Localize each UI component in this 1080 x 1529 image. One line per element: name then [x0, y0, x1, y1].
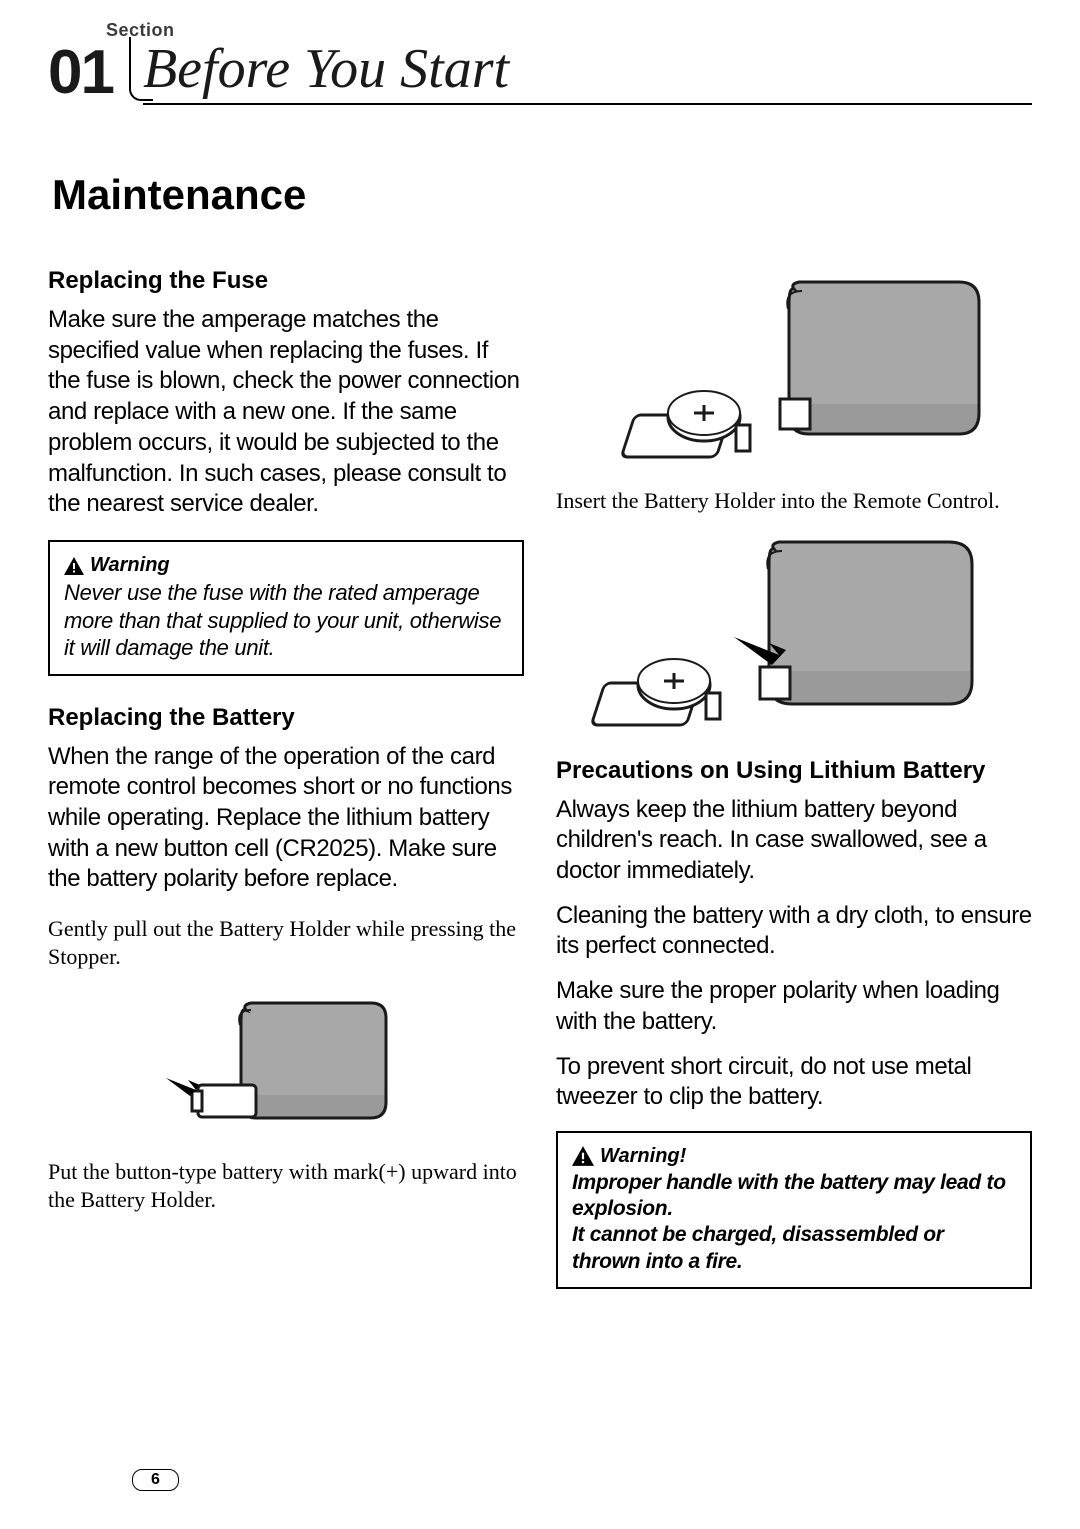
warning2-title-text: Warning! [600, 1145, 686, 1168]
left-column: Replacing the Fuse Make sure the amperag… [48, 267, 524, 1317]
precaution-1: Always keep the lithium battery beyond c… [556, 795, 1032, 887]
caption-put-battery: Put the button-type battery with mark(+)… [48, 1158, 524, 1213]
precautions-heading: Precautions on Using Lithium Battery [556, 757, 1032, 785]
caption-insert-holder: Insert the Battery Holder into the Remot… [556, 487, 1032, 515]
precaution-3: Make sure the proper polarity when loadi… [556, 976, 1032, 1037]
illustration-remote-pull [156, 990, 416, 1140]
chapter-title: Before You Start [143, 37, 1032, 105]
right-column: Insert the Battery Holder into the Remot… [556, 267, 1032, 1317]
fuse-body: Make sure the amperage matches the speci… [48, 305, 524, 520]
illustration-battery-plus [584, 267, 1004, 467]
warning2-line2: It cannot be charged, disassembled or th… [572, 1222, 1016, 1275]
warning2-line1: Improper handle with the battery may lea… [572, 1170, 1016, 1223]
warning-icon [572, 1146, 594, 1166]
section-number: 01 [48, 37, 113, 108]
battery-body: When the range of the operation of the c… [48, 742, 524, 896]
fuse-heading: Replacing the Fuse [48, 267, 524, 295]
warning-box-fuse: Warning Never use the fuse with the rate… [48, 540, 524, 676]
precaution-4: To prevent short circuit, do not use met… [556, 1052, 1032, 1113]
page-heading: Maintenance [52, 171, 1032, 219]
warning-box-battery: Warning! Improper handle with the batter… [556, 1131, 1032, 1289]
precaution-2: Cleaning the battery with a dry cloth, t… [556, 901, 1032, 962]
battery-heading: Replacing the Battery [48, 704, 524, 732]
page-number: 6 [132, 1469, 179, 1491]
illustration-insert-holder [584, 527, 1004, 737]
warning-body-text: Never use the fuse with the rated ampera… [64, 579, 508, 662]
warning-title-text: Warning [90, 554, 170, 577]
caption-pull-holder: Gently pull out the Battery Holder while… [48, 915, 524, 970]
header-row: 01 Before You Start [48, 37, 1032, 111]
warning-icon [64, 557, 84, 575]
